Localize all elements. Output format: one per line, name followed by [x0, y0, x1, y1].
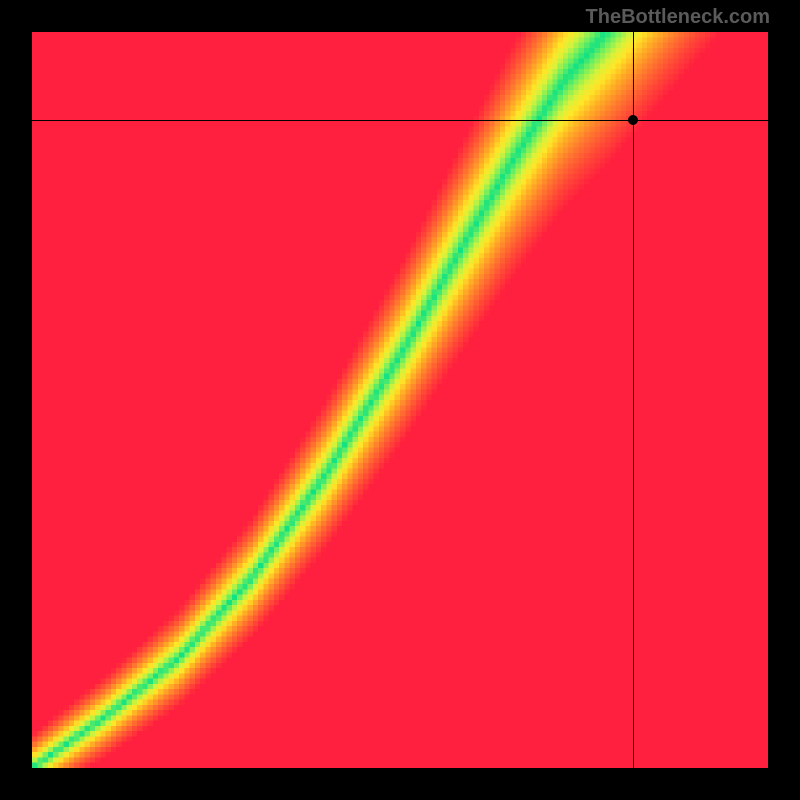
watermark-text: TheBottleneck.com: [586, 6, 770, 29]
crosshair-horizontal: [32, 120, 768, 121]
heatmap-plot: [32, 32, 768, 768]
marker-dot: [628, 115, 638, 125]
crosshair-vertical: [633, 32, 634, 768]
figure-container: TheBottleneck.com: [0, 0, 800, 800]
heatmap-canvas: [32, 32, 768, 768]
